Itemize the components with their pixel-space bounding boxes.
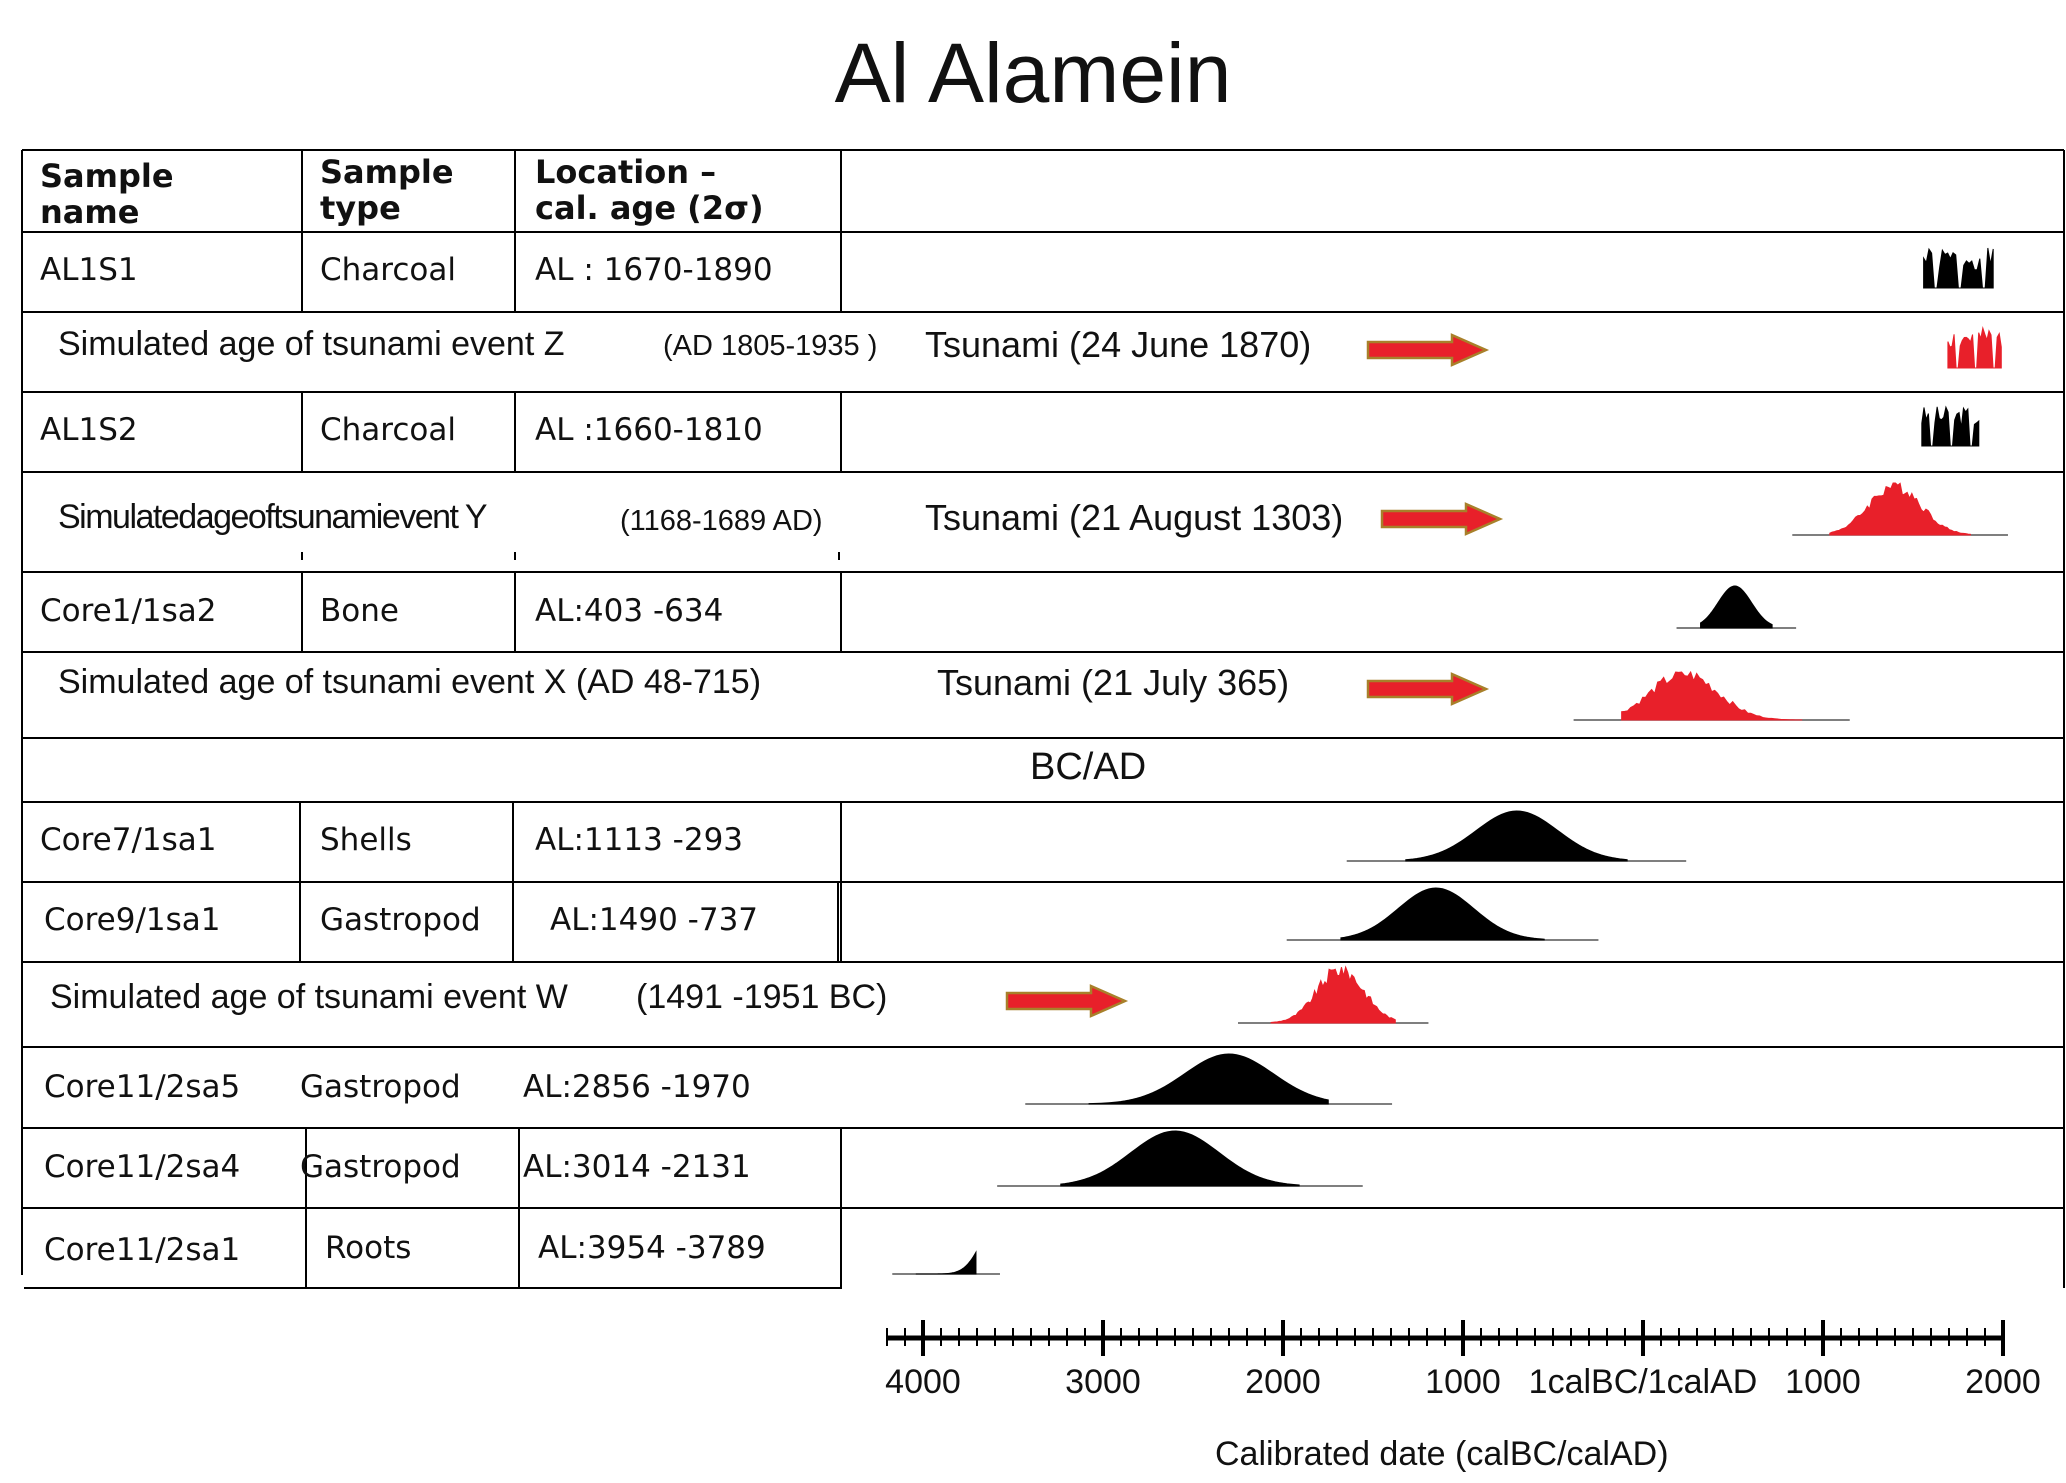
header-type-line1: Sample [320,153,454,191]
row-Core1-1sa2-type: Bone [320,593,399,629]
distribution-Simulated-age-of-tsunami-event-Y [1829,482,1971,536]
x-tick-label: 1000 [1785,1363,1861,1401]
distribution-AL1S2 [1921,405,1980,447]
distribution-Core11-2sa1 [916,1250,977,1275]
distribution-Core1-1sa2 [1700,585,1773,629]
header-name-line1: Sample [40,157,174,195]
row-Core7-1sa1-type: Shells [320,822,412,858]
header-location-age: Location – cal. age (2σ) [535,154,764,226]
x-tick-label: 3000 [1065,1363,1141,1401]
row-AL1S2-type: Charcoal [320,412,456,448]
row-Core11-2sa1-type: Roots [325,1230,412,1266]
event-X-tsunami: Tsunami (21 July 365) [937,662,1290,703]
row-Core9-1sa1-age: AL:1490 -737 [550,902,759,938]
x-tick-label: 4000 [885,1363,961,1401]
event-Z-tsunami: Tsunami (24 June 1870) [925,324,1312,365]
distribution-Core7-1sa1 [1405,810,1628,862]
arrow-event-W [1005,984,1129,1018]
event-Z-label: Simulated age of tsunami event Z [58,325,565,363]
event-X-label: Simulated age of tsunami event X (AD 48-… [58,663,762,701]
x-tick-label: 1000 [1425,1363,1501,1401]
row-AL1S2-age: AL :1660-1810 [535,412,763,448]
row-AL1S2-name: AL1S2 [40,412,138,448]
distribution-Simulated-age-of-tsunami-event-Z [1947,326,2002,369]
x-tick-label: 1calBC/1calAD [1528,1363,1758,1401]
row-Core11-2sa4-type: Gastropod [300,1149,461,1185]
distribution-Simulated-age-of-tsunami-event-X [1621,670,1803,721]
x-axis-label: Calibrated date (calBC/calAD) [1215,1435,1669,1473]
row-Core1-1sa2-name: Core1/1sa2 [40,593,217,629]
event-Y-range: (1168-1689 AD) [620,505,823,537]
arrow-event-Y [1380,502,1504,536]
row-Core11-2sa5-name: Core11/2sa5 [44,1069,241,1105]
row-AL1S1-name: AL1S1 [40,252,138,288]
row-Core9-1sa1-name: Core9/1sa1 [44,902,221,938]
row-Core9-1sa1-type: Gastropod [320,902,481,938]
row-AL1S1-type: Charcoal [320,252,456,288]
arrow-event-X [1366,672,1490,706]
event-W-label: Simulated age of tsunami event W [50,978,568,1016]
x-tick-label: 2000 [1245,1363,1321,1401]
distribution-Core11-2sa5 [1088,1053,1329,1105]
arrow-event-Z [1366,333,1490,367]
event-Z-range: (AD 1805-1935 ) [663,330,878,362]
row-Core11-2sa1-name: Core11/2sa1 [44,1232,241,1268]
event-Y-label: Simulatedageoftsunamievent Y [58,498,488,536]
header-loc-line1: Location – [535,153,717,191]
row-Core11-2sa5-type: Gastropod [300,1069,461,1105]
distribution-AL1S1 [1923,247,1994,289]
distribution-Core9-1sa1 [1340,887,1545,941]
row-Core11-2sa4-name: Core11/2sa4 [44,1149,241,1185]
header-sample-type: Sample type [320,154,454,226]
chart-title: Al Alamein [834,26,1232,120]
row-Core7-1sa1-age: AL:1113 -293 [535,822,744,858]
event-W-range: (1491 -1951 BC) [636,978,888,1016]
row-Core11-2sa4-age: AL:3014 -2131 [523,1149,751,1185]
header-name-line2: name [40,193,140,231]
header-type-line2: type [320,189,401,227]
header-sample-name: Sample name [40,158,174,230]
row-Core11-2sa5-age: AL:2856 -1970 [523,1069,751,1105]
x-tick-label: 2000 [1965,1363,2041,1401]
row-Core1-1sa2-age: AL:403 -634 [535,593,724,629]
row-Core11-2sa1-age: AL:3954 -3789 [538,1230,766,1266]
row-Core7-1sa1-name: Core7/1sa1 [40,822,217,858]
distribution-Core11-2sa4 [1060,1130,1300,1187]
bc-ad-divider-label: BC/AD [1030,746,1147,788]
row-AL1S1-age: AL : 1670-1890 [535,252,773,288]
distribution-Simulated-age-of-tsunami-event-W [1270,965,1396,1024]
header-loc-line2: cal. age (2σ) [535,189,764,227]
event-Y-tsunami: Tsunami (21 August 1303) [925,497,1344,538]
